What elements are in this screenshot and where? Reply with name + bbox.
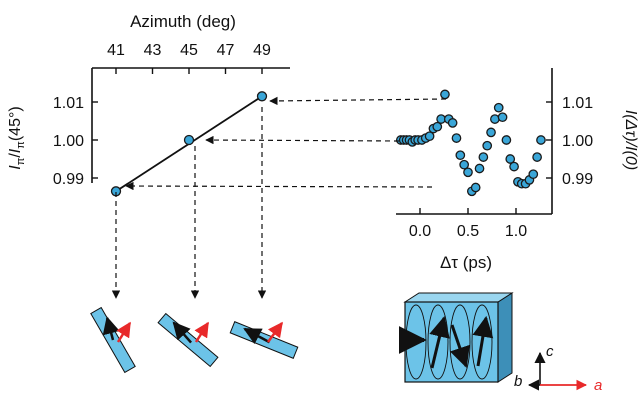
connector-arrow-middle (205, 135, 400, 145)
left-x-tick-label: 41 (107, 42, 125, 59)
right-data-point (463, 167, 473, 178)
right-data-point (482, 140, 493, 151)
domain-ellipse (471, 304, 493, 380)
left-y-tick-label: 1.01 (53, 95, 84, 112)
left-x-tick-label: 49 (253, 42, 271, 59)
right-x-axis-title: Δτ (ps) (440, 253, 492, 272)
left-y-axis-title: Iπ/Iπ(45°) (7, 106, 27, 169)
right-data-point (474, 163, 485, 174)
domain-ellipse (427, 304, 449, 380)
left-data-points (110, 91, 268, 197)
black-arrow (172, 321, 193, 344)
left-x-tick-labels: 41 43 45 47 49 (107, 42, 271, 59)
rod-azimuth-45 (157, 312, 219, 368)
left-data-point (256, 91, 268, 102)
red-arrow-49 (266, 321, 284, 343)
red-arrow-45 (194, 321, 210, 343)
left-data-point (183, 134, 195, 146)
right-data-point (478, 152, 489, 162)
b-axis-label: b (514, 373, 522, 390)
right-data-points (395, 89, 546, 197)
crystal-axes: c b a (514, 343, 602, 393)
spin-arrow (429, 315, 450, 369)
right-y-tick-label: 0.99 (562, 171, 593, 188)
left-y-tick-labels: 1.01 1.00 0.99 (53, 95, 84, 188)
right-data-point (532, 152, 542, 162)
right-data-point (505, 154, 516, 164)
left-x-axis-title: Azimuth (deg) (130, 12, 236, 31)
right-data-point (509, 161, 519, 172)
right-data-point (490, 114, 500, 124)
black-arrow (102, 316, 120, 341)
left-chart: Azimuth (deg) 41 43 45 47 49 1.01 1.00 0.99 Iπ… (7, 12, 290, 197)
rod-azimuth-49 (229, 321, 299, 359)
right-data-point (501, 135, 512, 145)
slab-top (403, 292, 514, 303)
right-data-point (493, 102, 504, 113)
right-data-point (459, 159, 470, 170)
right-x-tick-labels: 0.0 0.5 1.0 (409, 223, 527, 240)
right-data-point (455, 150, 466, 161)
right-y-tick-labels: 1.01 1.00 0.99 (562, 95, 593, 188)
left-x-tick-label: 43 (144, 42, 162, 59)
right-data-point (470, 182, 481, 193)
right-data-point (451, 133, 462, 143)
right-y-tick-label: 1.01 (562, 95, 593, 112)
right-data-point (447, 118, 458, 128)
red-arrow-41 (116, 321, 132, 343)
right-x-tick-label: 0.0 (409, 223, 431, 240)
spin-arrow (472, 315, 494, 367)
right-y-axis-title: I(Δτ)/I(0) (622, 110, 639, 170)
a-axis-label: a (594, 377, 602, 393)
right-data-point (528, 169, 539, 180)
domain-ellipse (449, 304, 471, 380)
spin-arrow (449, 324, 470, 368)
right-data-point (424, 131, 435, 142)
crystal-slab (398, 292, 514, 383)
connector-arrow-top (269, 96, 447, 106)
right-x-tick-label: 0.5 (457, 223, 479, 240)
c-axis-label: c (546, 343, 554, 360)
right-x-tick-label: 1.0 (505, 223, 527, 240)
right-data-point (497, 112, 508, 123)
right-data-point (440, 89, 450, 100)
left-x-tick-label: 47 (217, 42, 235, 59)
left-tick-marks (92, 68, 263, 179)
right-y-tick-label: 1.00 (562, 133, 593, 150)
right-tick-marks (419, 101, 552, 214)
black-arrow (243, 327, 271, 345)
left-y-tick-label: 1.00 (53, 133, 84, 150)
left-x-tick-label: 45 (180, 42, 198, 59)
right-data-point (486, 127, 496, 138)
connector-arrow-bottom (125, 181, 433, 191)
right-data-point (536, 135, 546, 145)
connector-arrows (111, 96, 447, 299)
right-chart: 0.0 0.5 1.0 1.01 1.00 0.99 Δτ (ps) I(Δτ)/I(0… (395, 68, 639, 272)
rod-azimuth-41 (90, 306, 136, 374)
slab-side (497, 292, 513, 383)
right-data-point (432, 121, 443, 132)
left-y-tick-label: 0.99 (53, 171, 84, 188)
